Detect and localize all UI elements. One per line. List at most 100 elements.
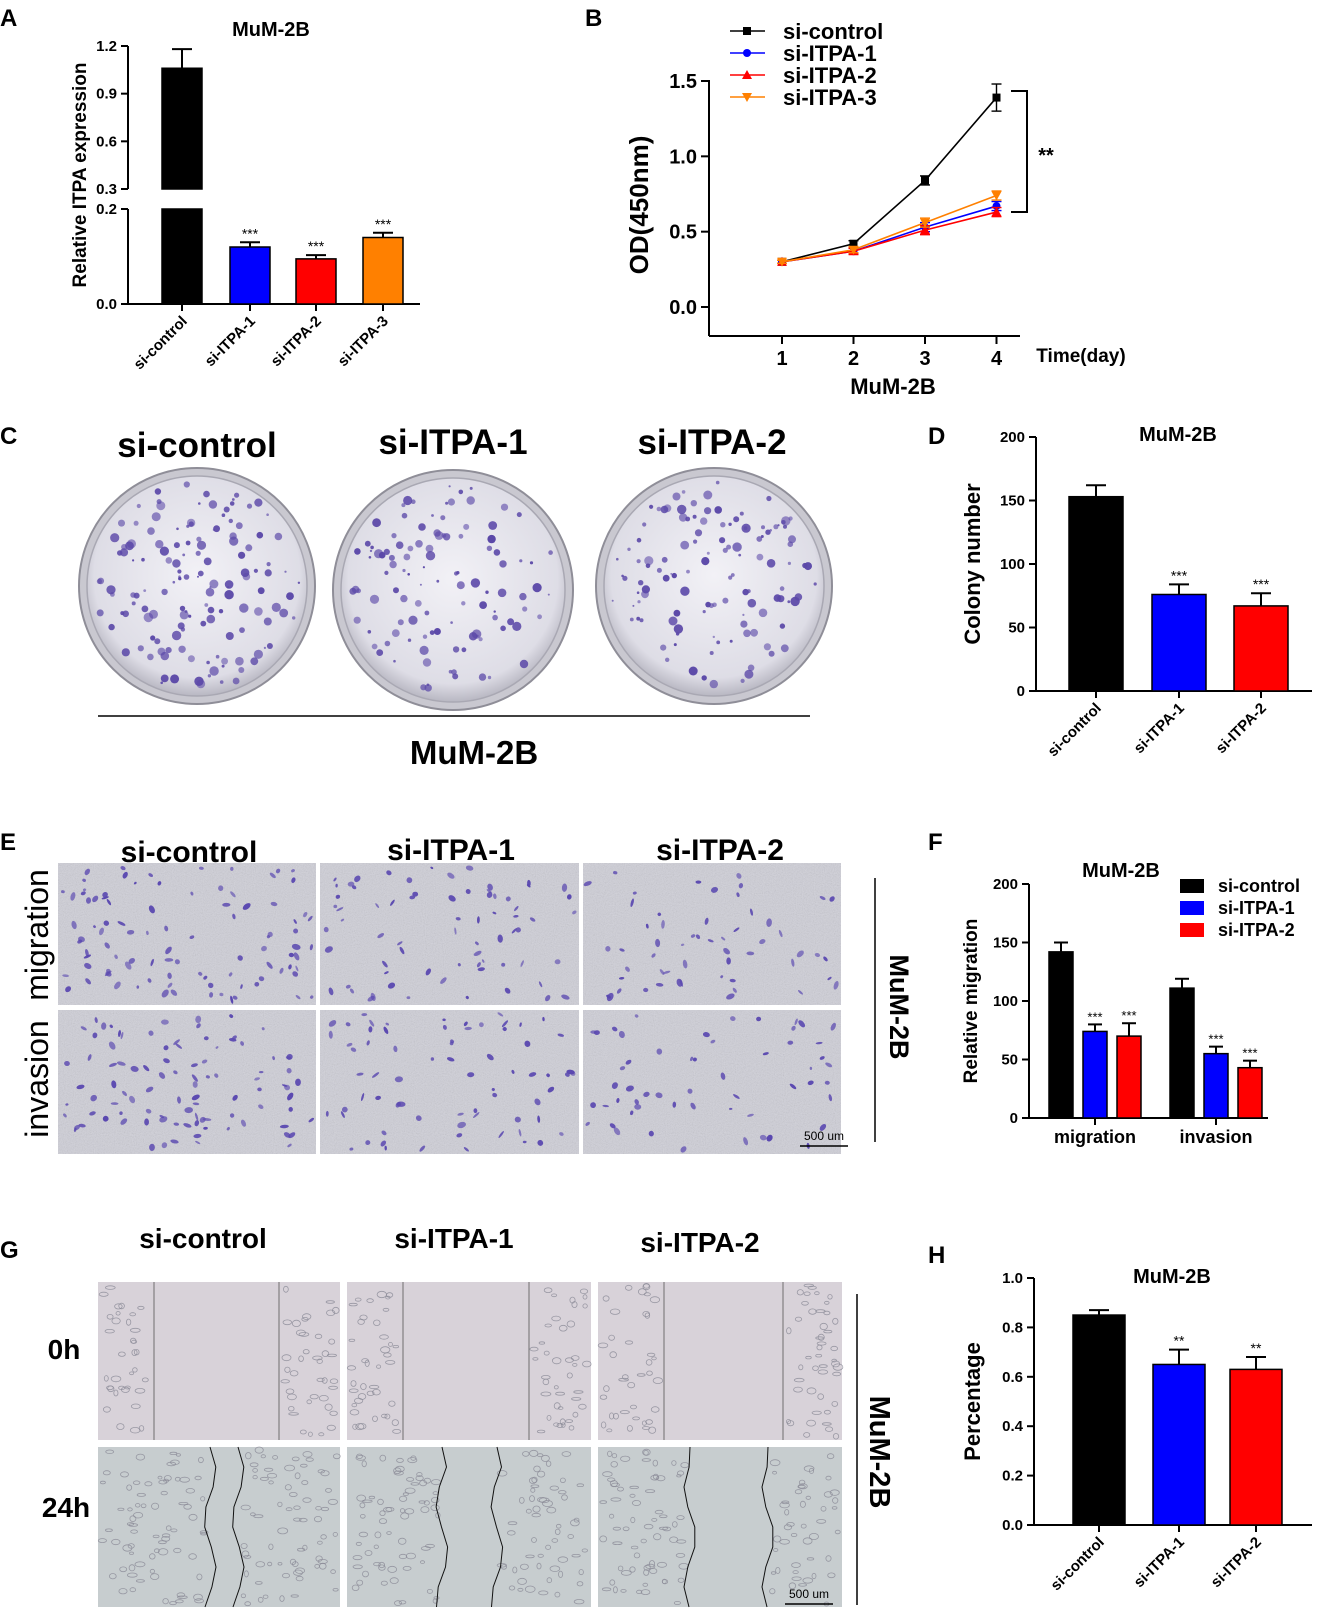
cell-outline — [659, 1514, 668, 1519]
stained-cell — [341, 1106, 348, 1113]
panel-letter-a: A — [0, 5, 17, 32]
cell-outline — [658, 1526, 669, 1530]
y-tick-label: 200 — [1000, 429, 1025, 446]
cell-outline — [289, 1558, 297, 1566]
cell-outline — [165, 1525, 172, 1531]
colony — [364, 540, 371, 547]
panel-g-scale-label: 500 um — [789, 1587, 829, 1601]
chart-title: MuM-2B — [1133, 1266, 1211, 1288]
cell-outline — [357, 1393, 367, 1400]
significance-bracket — [1011, 90, 1028, 213]
cell-outline — [281, 1573, 290, 1579]
stained-cell — [554, 959, 561, 965]
y-tick-label: 1.2 — [96, 38, 117, 55]
cell-outline — [352, 1423, 358, 1430]
colony — [156, 499, 162, 505]
stained-cell — [80, 1026, 87, 1031]
cell-outline — [525, 1508, 532, 1514]
stained-cell — [609, 1123, 616, 1129]
cell-outline — [398, 1553, 408, 1560]
stained-cell — [65, 986, 72, 993]
stained-cell — [269, 872, 276, 879]
stained-cell — [514, 905, 519, 912]
cell-outline — [170, 1459, 180, 1465]
stained-cell — [232, 1035, 237, 1040]
cell-outline — [626, 1425, 633, 1432]
stained-cell — [464, 1026, 472, 1031]
cell-outline — [373, 1319, 381, 1326]
colony — [715, 480, 720, 485]
stained-cell — [240, 1119, 247, 1127]
cell-outline — [814, 1291, 820, 1296]
colony — [141, 605, 149, 613]
chart-h: 0.0 0.2 0.4 0.6 0.8 1.0 si-control ** si-ITPA-1 *… — [960, 1266, 1312, 1594]
cell-outline — [609, 1308, 621, 1315]
panel-g-col-si-control: si-control — [139, 1223, 267, 1254]
stained-cell — [493, 893, 497, 899]
cell-outline — [393, 1470, 404, 1476]
cell-outline — [652, 1377, 664, 1384]
stained-cell — [645, 923, 649, 929]
cell-outline — [536, 1429, 546, 1434]
stained-cell — [303, 911, 308, 918]
stained-cell — [324, 946, 333, 953]
stained-cell — [109, 1024, 113, 1029]
stained-cell — [384, 1145, 387, 1151]
cell-outline — [316, 1358, 323, 1364]
stained-cell — [195, 1015, 202, 1024]
stained-cell — [229, 1014, 234, 1018]
x-tick-label: 3 — [919, 348, 930, 370]
colony — [221, 657, 229, 665]
cell-outline — [140, 1503, 147, 1509]
colony — [656, 567, 662, 573]
wound-edge-left — [204, 1446, 217, 1608]
cell-outline — [127, 1543, 135, 1549]
stained-cell — [191, 1074, 198, 1082]
cell-outline — [609, 1351, 617, 1359]
cell-outline — [600, 1421, 607, 1429]
stained-cell — [218, 885, 224, 891]
stained-cell — [465, 888, 471, 895]
cell-outline — [553, 1422, 560, 1427]
y-tick-label: 150 — [1000, 493, 1025, 510]
stained-cell — [308, 1117, 315, 1123]
cell-outline — [794, 1489, 803, 1495]
stained-cell — [345, 984, 351, 989]
wound-edge-left — [683, 1446, 696, 1608]
colony — [708, 603, 714, 609]
colony — [264, 569, 272, 577]
cell-outline — [149, 1568, 155, 1574]
colony — [783, 524, 787, 529]
cell-outline — [109, 1573, 117, 1580]
colony — [279, 608, 289, 618]
stained-cell — [538, 981, 543, 988]
stained-cell — [202, 1118, 212, 1121]
stained-cell — [648, 1130, 654, 1137]
significance-si-itpa-3: *** — [375, 216, 392, 232]
cell-outline — [806, 1557, 815, 1561]
cell-outline — [130, 1327, 141, 1333]
colony — [548, 550, 553, 555]
stained-cell — [159, 1116, 168, 1123]
cell-outline — [136, 1493, 146, 1497]
stained-cell — [616, 988, 622, 994]
cell-outline — [538, 1590, 549, 1596]
stained-cell — [78, 1123, 86, 1128]
cell-outline — [576, 1483, 584, 1487]
data-point — [920, 225, 930, 235]
stained-cell — [288, 964, 292, 970]
colony — [284, 570, 287, 573]
stained-cell — [360, 1092, 365, 1102]
stained-cell — [335, 894, 341, 899]
cell-outline — [671, 1460, 677, 1466]
y-tick-label: 1.0 — [669, 146, 697, 168]
colony — [215, 654, 220, 659]
x-category-label-si-itpa-3: si-ITPA-3 — [335, 313, 392, 370]
cell-outline — [558, 1324, 568, 1332]
cell-outline — [627, 1382, 636, 1389]
cell-outline — [549, 1485, 560, 1491]
stained-cell — [393, 1045, 398, 1053]
stained-cell — [798, 990, 803, 995]
stained-cell — [618, 976, 625, 980]
colony — [429, 630, 435, 635]
